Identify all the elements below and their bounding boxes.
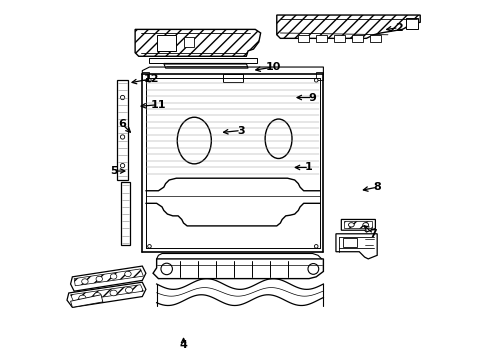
Text: 9: 9 bbox=[308, 93, 316, 103]
Ellipse shape bbox=[147, 244, 151, 248]
Polygon shape bbox=[341, 220, 375, 232]
Ellipse shape bbox=[307, 264, 318, 274]
Ellipse shape bbox=[120, 135, 124, 139]
Polygon shape bbox=[149, 58, 257, 63]
Bar bbox=[405, 18, 418, 29]
Bar bbox=[183, 37, 194, 47]
Polygon shape bbox=[351, 35, 362, 42]
Ellipse shape bbox=[124, 271, 131, 276]
Ellipse shape bbox=[177, 117, 211, 164]
Ellipse shape bbox=[79, 295, 86, 301]
Ellipse shape bbox=[94, 293, 101, 298]
Text: 8: 8 bbox=[372, 182, 380, 192]
Text: 3: 3 bbox=[237, 126, 244, 135]
Bar bbox=[343, 238, 357, 247]
Polygon shape bbox=[70, 266, 145, 291]
Ellipse shape bbox=[110, 290, 117, 296]
Polygon shape bbox=[335, 234, 376, 259]
Bar bbox=[156, 35, 176, 51]
Text: 5: 5 bbox=[110, 166, 117, 176]
Ellipse shape bbox=[362, 223, 368, 227]
Ellipse shape bbox=[348, 223, 353, 227]
Text: 4: 4 bbox=[179, 340, 187, 350]
Polygon shape bbox=[344, 221, 371, 228]
Polygon shape bbox=[276, 15, 419, 39]
Ellipse shape bbox=[120, 95, 124, 100]
Text: 11: 11 bbox=[150, 100, 166, 110]
Ellipse shape bbox=[264, 119, 291, 158]
Text: 1: 1 bbox=[305, 162, 312, 172]
Polygon shape bbox=[369, 35, 380, 42]
Polygon shape bbox=[121, 182, 129, 244]
Ellipse shape bbox=[314, 78, 317, 82]
Ellipse shape bbox=[161, 263, 172, 275]
Polygon shape bbox=[135, 30, 260, 56]
Text: 2: 2 bbox=[394, 23, 402, 33]
Polygon shape bbox=[70, 295, 102, 307]
Polygon shape bbox=[333, 35, 344, 42]
Text: 7: 7 bbox=[369, 229, 377, 239]
Bar bbox=[142, 72, 149, 80]
Text: 10: 10 bbox=[265, 62, 280, 72]
Ellipse shape bbox=[96, 276, 102, 282]
Polygon shape bbox=[316, 35, 326, 42]
Text: 12: 12 bbox=[143, 74, 159, 84]
Ellipse shape bbox=[125, 287, 132, 293]
Ellipse shape bbox=[314, 244, 317, 248]
Polygon shape bbox=[67, 282, 145, 307]
Polygon shape bbox=[163, 63, 247, 68]
Bar bbox=[223, 74, 242, 82]
Text: 6: 6 bbox=[119, 120, 126, 129]
Ellipse shape bbox=[110, 274, 117, 279]
Ellipse shape bbox=[81, 279, 88, 284]
Polygon shape bbox=[153, 259, 323, 279]
Polygon shape bbox=[298, 35, 308, 42]
Ellipse shape bbox=[147, 78, 151, 82]
Ellipse shape bbox=[120, 163, 124, 168]
Polygon shape bbox=[117, 80, 128, 180]
Polygon shape bbox=[74, 269, 143, 286]
Bar bbox=[316, 72, 323, 80]
Polygon shape bbox=[70, 285, 143, 301]
